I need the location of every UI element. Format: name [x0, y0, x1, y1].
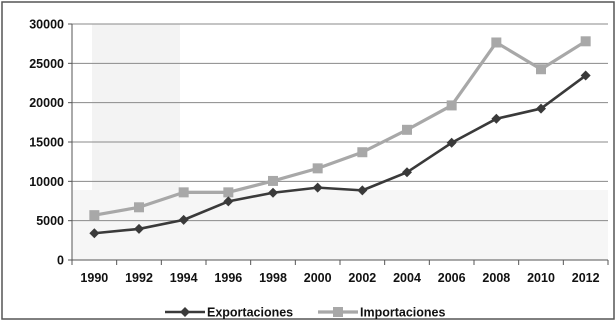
series-line [94, 74, 587, 235]
data-point [178, 187, 189, 198]
legend-swatch-marker [180, 307, 190, 317]
data-point [268, 175, 278, 186]
x-tick-label: 2008 [482, 271, 510, 285]
x-tick-label: 1996 [214, 271, 242, 285]
x-tick-label: 2004 [393, 271, 421, 285]
series-importaciones [89, 36, 591, 221]
data-point [580, 70, 591, 81]
data-point [446, 137, 457, 148]
data-point [89, 210, 100, 221]
data-point [402, 124, 412, 135]
gridlines [72, 23, 608, 222]
x-tick-label: 2000 [304, 271, 332, 285]
data-point [357, 185, 368, 196]
y-tick-label: 30000 [29, 18, 64, 32]
legend-item-exportaciones: Exportaciones [165, 306, 293, 320]
x-tick-label: 2006 [438, 271, 466, 285]
data-point [134, 223, 144, 234]
data-point [491, 113, 502, 124]
y-tick-label: 25000 [29, 57, 64, 71]
data-point [134, 202, 144, 213]
data-point [446, 100, 457, 111]
legend-item-importaciones: Importaciones [318, 306, 445, 320]
data-point [89, 228, 100, 239]
data-point [536, 64, 546, 75]
y-tick-label: 0 [57, 254, 64, 268]
y-tick-label: 20000 [29, 96, 64, 110]
data-point [312, 163, 323, 174]
data-point [223, 187, 234, 198]
legend-swatch-marker [333, 307, 343, 317]
data-point [178, 214, 189, 225]
y-tick-label: 15000 [29, 136, 64, 150]
data-point [580, 36, 591, 47]
series [89, 36, 591, 239]
data-point [491, 37, 502, 48]
data-point [223, 196, 234, 207]
x-tick-label: 1990 [80, 271, 108, 285]
legend: Exportaciones Importaciones [165, 306, 445, 320]
y-tick-labels: 0 5000 10000 15000 20000 25000 30000 [29, 18, 64, 268]
x-tick-label: 2012 [572, 271, 600, 285]
x-tick-label: 1994 [170, 271, 198, 285]
series-exportaciones [89, 70, 591, 239]
data-point [357, 147, 368, 158]
axes [68, 23, 609, 265]
legend-label: Importaciones [360, 306, 445, 320]
data-point [536, 103, 546, 114]
data-point [268, 187, 278, 198]
x-tick-labels: 1990 1992 1994 1996 1998 2000 2002 2004 2006 2008… [80, 271, 599, 285]
legend-label: Exportaciones [207, 306, 293, 320]
data-point [312, 182, 323, 193]
x-tick-label: 1992 [125, 271, 153, 285]
y-tick-label: 5000 [36, 214, 64, 228]
x-tick-label: 2010 [527, 271, 555, 285]
x-tick-label: 2002 [348, 271, 376, 285]
y-tick-label: 10000 [29, 175, 64, 189]
data-point [402, 167, 412, 178]
x-tick-label: 1998 [259, 271, 287, 285]
series-line [94, 39, 587, 217]
